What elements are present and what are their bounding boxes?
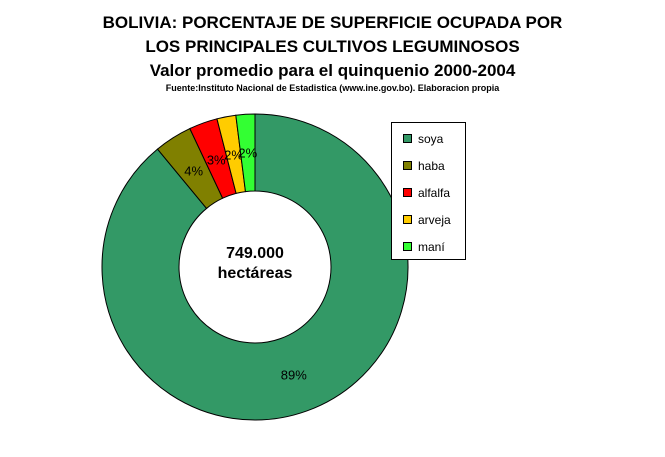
center-value: 749.000 bbox=[226, 245, 284, 262]
chart-title: BOLIVIA: PORCENTAJE DE SUPERFICIE OCUPAD… bbox=[102, 13, 563, 32]
chart-title-line2: LOS PRINCIPALES CULTIVOS LEGUMINOSOS bbox=[145, 37, 520, 56]
legend-label-haba: haba bbox=[418, 159, 445, 173]
legend-swatch-soya bbox=[403, 134, 412, 143]
legend-swatch-alfalfa bbox=[403, 188, 412, 197]
slice-man bbox=[235, 113, 256, 193]
legend-swatch-haba bbox=[403, 161, 412, 170]
slice-label-arveja: 2% bbox=[224, 148, 243, 163]
center-unit: hectáreas bbox=[217, 265, 293, 282]
slice-label-haba: 4% bbox=[184, 163, 203, 178]
legend: soya haba alfalfa arveja maní bbox=[391, 122, 466, 260]
chart-subtitle: Valor promedio para el quinquenio 2000-2… bbox=[149, 61, 516, 80]
chart-source: Fuente:Instituto Nacional de Estadistica… bbox=[165, 83, 500, 93]
legend-label-soya: soya bbox=[418, 132, 444, 146]
legend-swatch-mani bbox=[403, 242, 412, 251]
legend-swatch-arveja bbox=[403, 215, 412, 224]
slice-label-soya: 89% bbox=[281, 368, 307, 383]
legend-label-mani: maní bbox=[418, 240, 445, 254]
legend-label-alfalfa: alfalfa bbox=[418, 186, 451, 200]
slice-label-man: 2% bbox=[238, 146, 257, 161]
slice-label-alfalfa: 3% bbox=[207, 152, 226, 167]
legend-label-arveja: arveja bbox=[418, 213, 451, 227]
slice-soya bbox=[101, 113, 409, 421]
